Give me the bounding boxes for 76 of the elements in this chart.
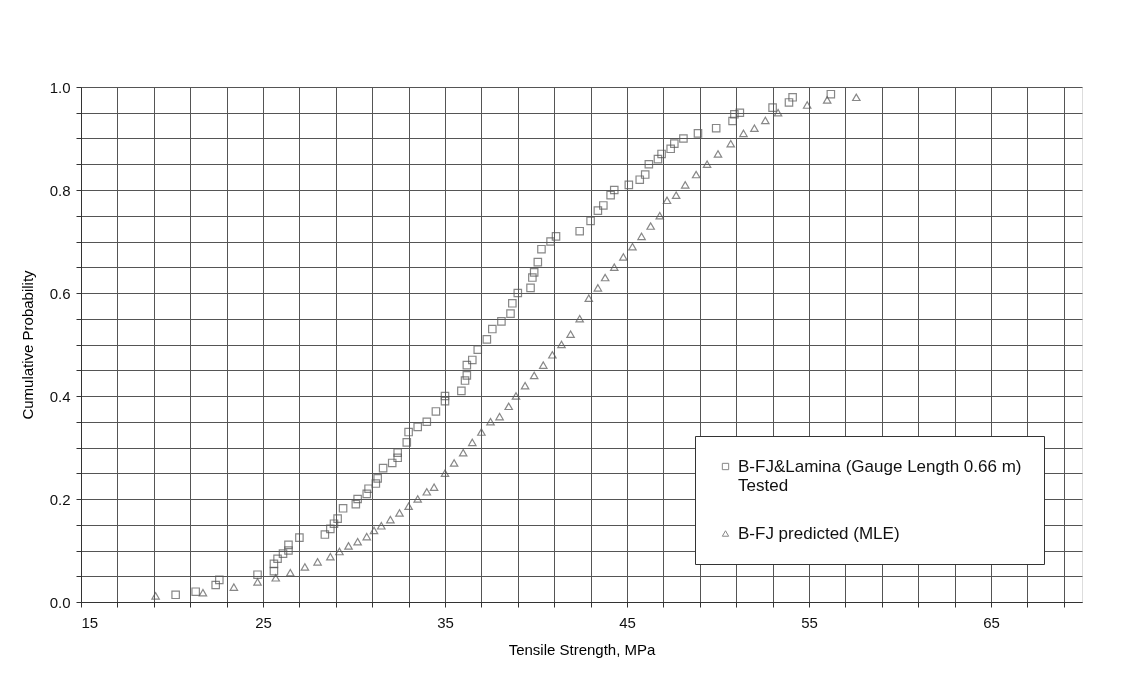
point xyxy=(449,459,459,467)
x-tick-label: 65 xyxy=(983,613,1000,631)
point xyxy=(353,537,362,546)
point xyxy=(773,108,783,117)
point xyxy=(739,129,748,138)
point xyxy=(702,160,712,169)
point xyxy=(691,170,701,179)
point xyxy=(386,515,395,524)
point xyxy=(609,263,619,272)
point xyxy=(422,487,432,496)
point xyxy=(655,211,665,220)
point xyxy=(511,392,521,400)
y-tick-label: 1.0 xyxy=(49,78,71,96)
point xyxy=(395,509,404,517)
point xyxy=(662,196,672,205)
point xyxy=(852,93,861,102)
point xyxy=(584,294,594,302)
point xyxy=(548,350,557,359)
point xyxy=(326,552,335,561)
point xyxy=(637,232,646,241)
point xyxy=(486,417,495,426)
point xyxy=(300,563,310,571)
point xyxy=(761,116,770,125)
point xyxy=(313,558,322,566)
point xyxy=(151,592,160,600)
y-tick-label: 0.2 xyxy=(49,490,71,508)
point xyxy=(335,547,344,556)
point xyxy=(750,124,759,133)
point xyxy=(671,191,681,199)
point xyxy=(538,361,548,369)
y-tick-label: 0.4 xyxy=(49,387,71,405)
x-tick-label: 55 xyxy=(801,613,818,631)
point xyxy=(440,469,450,478)
point xyxy=(271,573,281,582)
x-tick-label: 45 xyxy=(619,613,636,631)
point xyxy=(593,284,603,292)
point xyxy=(575,314,584,323)
point xyxy=(369,526,379,535)
point xyxy=(520,381,530,390)
point xyxy=(253,578,262,586)
point xyxy=(404,502,413,511)
point xyxy=(566,330,575,339)
point xyxy=(198,588,208,597)
point xyxy=(504,402,514,411)
point xyxy=(713,150,723,158)
point xyxy=(229,583,239,591)
point xyxy=(376,521,386,530)
point xyxy=(619,253,628,261)
x-tick-label: 25 xyxy=(255,613,272,631)
x-axis-title: Tensile Strength, MPa xyxy=(508,640,657,658)
legend-label: B-FJ&Lamina (Gauge Length 0.66 m) Tested xyxy=(738,456,1022,495)
point xyxy=(344,542,353,550)
point xyxy=(429,483,439,491)
y-tick-label: 0.6 xyxy=(49,284,71,302)
point xyxy=(802,101,812,109)
point xyxy=(285,568,295,577)
point xyxy=(680,181,690,189)
point xyxy=(413,495,423,503)
point xyxy=(822,96,832,104)
point xyxy=(467,438,477,447)
point xyxy=(477,428,486,436)
point xyxy=(646,222,655,230)
x-tick-label: 35 xyxy=(437,613,454,631)
point xyxy=(529,371,539,380)
y-axis-title: Cumulative Probability xyxy=(18,269,36,420)
y-tick-label: 0.0 xyxy=(49,593,71,611)
legend-label: B-FJ predicted (MLE) xyxy=(738,523,900,543)
y-tick-label: 0.8 xyxy=(49,181,71,199)
point xyxy=(726,139,736,148)
point xyxy=(495,412,504,421)
point xyxy=(628,242,637,251)
point xyxy=(557,340,566,349)
point xyxy=(600,273,610,282)
point xyxy=(362,532,372,541)
x-tick-label: 15 xyxy=(81,613,99,631)
point xyxy=(458,448,468,457)
